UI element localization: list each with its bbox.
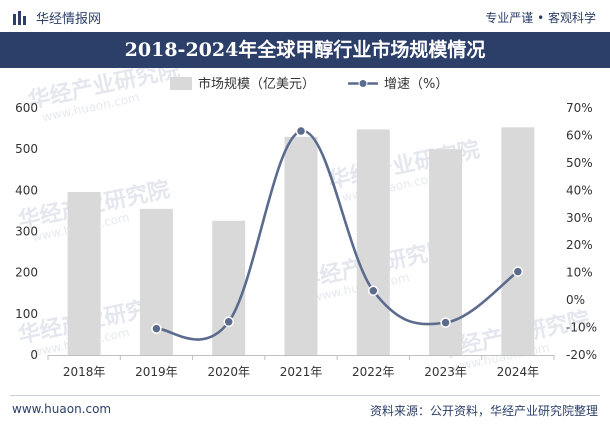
right-axis-tick-label: 60%	[566, 128, 593, 142]
source-note: 资料来源：公开资料，华经产业研究院整理	[369, 404, 598, 418]
right-axis-tick-label: 50%	[566, 156, 593, 170]
axes: 0 100 200 300 400 500 600 -20% -10% 0% 10% 20% 30% 40…	[15, 101, 597, 379]
x-axis-tick-label: 2021年	[280, 365, 323, 379]
footer-divider	[10, 395, 600, 396]
slogan: 专业严谨 • 客观科学	[485, 11, 596, 25]
growth-point-2023年	[440, 317, 451, 328]
bar-2022年	[356, 129, 390, 355]
footer: www.huaon.com 资料来源：公开资料，华经产业研究院整理	[0, 393, 610, 426]
right-axis-tick-label: -10%	[566, 321, 597, 335]
legend-line-marker	[358, 79, 368, 88]
left-axis-tick-label: 200	[15, 266, 38, 280]
right-axis-tick-label: 40%	[566, 183, 593, 197]
right-axis-tick-label: 70%	[566, 101, 593, 115]
x-axis-tick-label: 2023年	[424, 365, 467, 379]
brand[interactable]: 华经情报网	[12, 8, 101, 27]
legend: 市场规模（亿美元） 增速（%）	[170, 76, 448, 92]
chart: 华经产业研究院www.huaon.com华经产业研究院www.huaon.com…	[15, 68, 597, 379]
legend-line-label: 增速（%）	[384, 77, 448, 92]
left-axis-tick-label: 400	[15, 183, 38, 197]
growth-point-2024年	[512, 266, 524, 277]
left-axis-tick-label: 100	[15, 307, 38, 321]
right-axis-tick-label: 30%	[566, 211, 593, 225]
growth-point-2019年	[151, 323, 162, 334]
right-axis-tick-label: -20%	[566, 348, 597, 362]
chart-title: 2018-2024年全球甲醇行业市场规模情况	[0, 32, 610, 68]
bar-logo-icon	[13, 10, 26, 25]
growth-point-2020年	[223, 316, 234, 328]
right-axis-tick-label: 20%	[566, 238, 593, 252]
left-axis-tick-label: 500	[15, 142, 38, 156]
x-axis-tick-label: 2022年	[352, 365, 395, 379]
left-axis-tick-label: 600	[15, 101, 38, 115]
x-axis-tick-label: 2024年	[497, 365, 540, 379]
right-axis-tick-label: 10%	[566, 266, 593, 280]
bar-2021年	[284, 136, 318, 355]
legend-bar-swatch	[170, 77, 192, 90]
bar-2018年	[67, 191, 101, 355]
growth-point-2022年	[368, 285, 379, 297]
top-bar: 华经情报网 专业严谨 • 客观科学	[0, 0, 610, 32]
growth-point-2021年	[295, 125, 307, 137]
left-axis-tick-label: 0	[30, 348, 38, 362]
x-axis-tick-label: 2018年	[63, 365, 106, 379]
line-series	[151, 125, 524, 341]
legend-bar-label: 市场规模（亿美元）	[198, 76, 315, 92]
x-axis-tick-label: 2020年	[207, 365, 250, 379]
brand-name: 华经情报网	[36, 12, 102, 27]
bar-2024年	[501, 127, 535, 355]
right-axis-tick-label: 0%	[566, 293, 585, 307]
site-url[interactable]: www.huaon.com	[12, 402, 112, 416]
left-axis-tick-label: 300	[15, 225, 38, 239]
x-axis-tick-label: 2019年	[135, 365, 178, 379]
